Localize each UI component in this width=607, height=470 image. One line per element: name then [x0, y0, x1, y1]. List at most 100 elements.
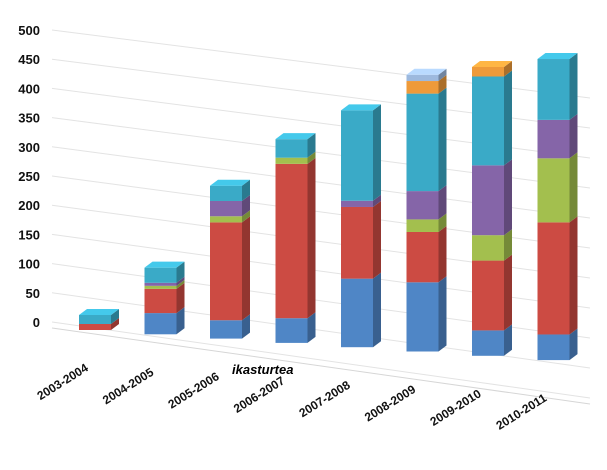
bar-segment — [275, 157, 308, 164]
bar-segment — [210, 320, 242, 339]
bar-stack-2010-2011 — [537, 53, 578, 361]
bar-segment-side — [307, 312, 316, 343]
bar-segment — [341, 206, 373, 279]
bar-top-face — [79, 309, 119, 315]
bar-segment-side — [176, 307, 185, 335]
bar-segment-side — [569, 113, 578, 159]
bar-top-face — [406, 68, 447, 75]
axis-annotation: ikasturtea — [232, 362, 293, 377]
bar-segment-side — [569, 152, 578, 223]
y-axis-tick-labels: 0 50 100 150 200 250 300 350 400 450 500 — [18, 23, 40, 330]
bar-segment — [472, 66, 504, 77]
bar-segment — [406, 93, 439, 192]
bar-segment — [472, 330, 504, 356]
bar-top-face — [537, 53, 578, 60]
bar-segment-side — [307, 151, 316, 164]
bar-segment — [341, 278, 373, 348]
x-tick-label-2008-2009: 2008-2009 — [362, 382, 418, 424]
bar-segment — [472, 165, 504, 236]
bar-top-face — [472, 60, 512, 67]
x-tick-label-2006-2007: 2006-2007 — [231, 373, 287, 415]
bar-segment — [406, 74, 439, 82]
bar-segment — [341, 200, 373, 207]
bar-segment — [406, 231, 439, 283]
bar-segment — [406, 191, 439, 220]
bar-segment — [210, 216, 242, 223]
bar-segment — [537, 59, 570, 120]
y-tick-label-450: 450 — [18, 52, 40, 67]
bar-segment-side — [176, 282, 185, 314]
bar-stack-2004-2005 — [144, 261, 185, 335]
y-tick-label-150: 150 — [18, 227, 40, 242]
bar-segment — [144, 282, 177, 286]
bar-segment-side — [176, 261, 185, 283]
bar-segment — [537, 158, 570, 223]
y-tick-label-300: 300 — [18, 140, 40, 155]
y-tick-label-50: 50 — [26, 286, 40, 301]
bar-segment — [275, 139, 308, 158]
bar-segment — [210, 200, 242, 217]
floor-line — [51, 327, 591, 405]
x-tick-label-2003-2004: 2003-2004 — [35, 361, 91, 403]
bar-segment — [537, 222, 570, 335]
bar-segment-side — [438, 213, 447, 232]
y-tick-label-100: 100 — [18, 257, 40, 272]
bar-segment — [275, 318, 308, 343]
bar-top-face — [210, 179, 250, 186]
y-tick-label-250: 250 — [18, 169, 40, 184]
bar-segment-side — [438, 276, 447, 352]
bar-segment — [472, 260, 504, 331]
bar-segment — [210, 222, 242, 321]
bar-segment-side — [111, 318, 119, 330]
bar-segment-side — [373, 272, 381, 348]
bar-segment — [406, 81, 439, 94]
bar-segment-side — [504, 254, 512, 331]
bar-top-face — [341, 104, 381, 111]
bar-stack-2006-2007 — [275, 133, 316, 343]
bars — [79, 53, 578, 361]
bar-segment-side — [438, 225, 447, 283]
x-tick-label-2007-2008: 2007-2008 — [297, 378, 353, 420]
bar-stack-2007-2008 — [341, 104, 381, 348]
bar-segment — [406, 219, 439, 232]
bar-segment-side — [569, 328, 578, 361]
bar-segment-side — [373, 104, 381, 201]
bar-stack-2005-2006 — [210, 179, 250, 339]
bar-segment — [537, 334, 570, 361]
bar-segment — [79, 324, 111, 330]
bar-segment — [210, 185, 242, 201]
x-tick-label-2010-2011: 2010-2011 — [494, 391, 550, 433]
bar-segment-side — [176, 276, 185, 286]
bar-top-face — [144, 261, 185, 268]
x-tick-label-2004-2005: 2004-2005 — [100, 365, 156, 407]
bar-segment-side — [242, 179, 250, 201]
x-tick-label-2009-2010: 2009-2010 — [428, 386, 484, 428]
bar-segment-side — [242, 216, 250, 321]
bar-segment — [406, 282, 439, 352]
bar-segment — [79, 315, 111, 324]
bar-segment-side — [438, 185, 447, 220]
bar-segment — [472, 76, 504, 166]
bar-segment-side — [569, 53, 578, 120]
y-tick-label-500: 500 — [18, 23, 40, 38]
bar-segment — [537, 119, 570, 159]
bar-stack-2009-2010 — [472, 60, 512, 356]
bar-segment-side — [438, 68, 447, 82]
bar-segment — [144, 313, 177, 335]
bar-segment-side — [242, 210, 250, 223]
bar-segment-side — [242, 314, 250, 339]
bar-segment-side — [504, 229, 512, 261]
bar-segment-side — [307, 157, 316, 319]
bar-segment — [275, 163, 308, 319]
y-tick-label-200: 200 — [18, 198, 40, 213]
bar-segment — [144, 285, 177, 289]
y-tick-label-0: 0 — [33, 315, 40, 330]
bar-segment — [144, 288, 177, 314]
bar-segment-side — [504, 324, 512, 356]
bar-segment-side — [438, 75, 447, 94]
bar-segment — [472, 235, 504, 261]
bar-segment — [144, 267, 177, 283]
gridline-0 — [51, 321, 591, 399]
bar-segment-side — [504, 60, 512, 77]
